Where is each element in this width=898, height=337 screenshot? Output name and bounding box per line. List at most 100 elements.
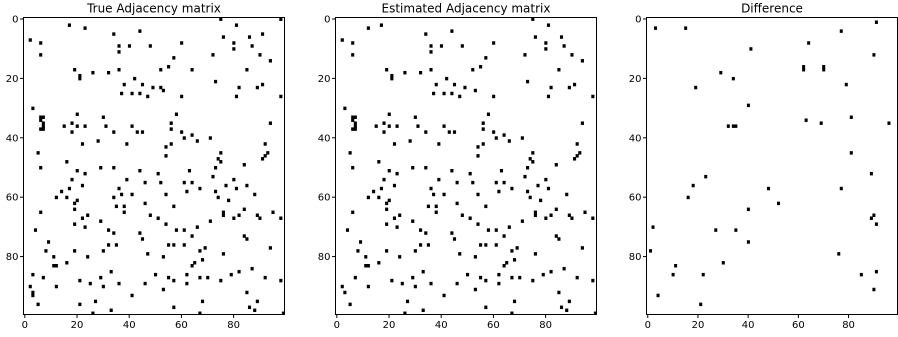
true-adjacency-cell: [214, 166, 218, 170]
true-adjacency-cell: [60, 189, 64, 194]
true-adjacency-cell: [268, 59, 272, 63]
difference-y-axis: 0 20 40 60 80: [629, 14, 647, 263]
estimated-adjacency-cell: [390, 76, 394, 81]
estimated-adjacency-cell: [481, 121, 485, 125]
estimated-adjacency-cell: [549, 213, 553, 217]
true-adjacency-cell: [33, 228, 38, 232]
estimated-adjacency-cell: [486, 112, 490, 117]
estimated-adjacency-cell: [343, 106, 347, 111]
estimated-adjacency-cell: [526, 189, 530, 194]
estimated-adjacency-cell: [432, 192, 436, 197]
true-adjacency-cell: [39, 41, 43, 45]
true-adjacency-cell: [133, 76, 137, 81]
true-adjacency-cell: [193, 261, 197, 265]
true-adjacency-cell: [138, 231, 142, 235]
true-adjacency-cell: [36, 151, 40, 155]
estimated-adjacency-cell: [419, 228, 423, 232]
estimated-adjacency-cell: [554, 234, 558, 238]
true-adjacency-cell: [206, 275, 210, 280]
estimated-adjacency-cell: [343, 290, 347, 295]
estimated-adjacency-y-tick-label: 0: [324, 14, 330, 25]
estimated-adjacency-cell: [392, 216, 397, 220]
estimated-adjacency-cell: [413, 115, 417, 119]
true-adjacency-cell: [245, 67, 249, 72]
true-adjacency-cell: [208, 136, 212, 140]
true-adjacency-cell: [65, 261, 69, 265]
difference-cell: [746, 240, 750, 244]
true-adjacency-cell: [31, 290, 35, 295]
true-adjacency-cell: [80, 216, 85, 220]
estimated-adjacency-cell: [502, 264, 506, 268]
true-adjacency-cell: [164, 222, 168, 226]
estimated-adjacency-cell: [549, 85, 553, 90]
difference-x-tick-label: 60: [792, 320, 805, 331]
estimated-adjacency-cell: [377, 195, 381, 200]
true-adjacency-cell: [221, 35, 225, 39]
true-adjacency-cell: [219, 17, 223, 21]
true-adjacency-cell: [54, 195, 58, 200]
estimated-adjacency-cell: [366, 284, 370, 289]
difference-cell: [694, 85, 698, 90]
estimated-adjacency-cell: [554, 207, 558, 212]
estimated-adjacency-cell: [583, 210, 587, 215]
true-adjacency-cell: [268, 246, 272, 250]
estimated-adjacency-cell: [505, 261, 509, 265]
true-adjacency-cell: [258, 53, 262, 57]
estimated-adjacency-cell: [546, 186, 551, 191]
true-adjacency-cell: [242, 234, 246, 238]
estimated-adjacency-cell: [575, 275, 579, 280]
estimated-adjacency-cell: [523, 53, 527, 57]
estimated-adjacency-cell: [593, 311, 597, 315]
estimated-adjacency-cell: [575, 142, 579, 146]
true-adjacency-cell: [221, 210, 225, 215]
estimated-adjacency-cell: [499, 168, 504, 173]
estimated-adjacency-cell: [434, 82, 438, 87]
true-adjacency-cell: [80, 183, 85, 188]
difference-cell: [872, 213, 876, 217]
true-adjacency-cell: [211, 53, 215, 57]
difference-cell: [837, 252, 841, 256]
estimated-adjacency-y-axis: 0 20 40 60 80: [318, 14, 336, 263]
true-adjacency-y-tick-label: 20: [6, 74, 19, 85]
true-adjacency-cell: [185, 272, 189, 277]
estimated-adjacency-cell: [520, 219, 524, 223]
true-adjacency-x-tick-label: 40: [123, 320, 136, 331]
true-adjacency-cell: [154, 272, 158, 277]
estimated-adjacency-cell: [591, 216, 595, 220]
true-adjacency-cell: [227, 198, 231, 203]
estimated-adjacency-cell: [426, 204, 430, 209]
true-adjacency-cell: [232, 47, 236, 51]
true-adjacency-cell: [169, 127, 173, 131]
estimated-adjacency-cell: [432, 91, 436, 96]
true-adjacency-cell: [73, 222, 77, 226]
estimated-adjacency-cell: [372, 189, 376, 194]
true-adjacency-cell: [75, 124, 79, 128]
true-adjacency-cell: [279, 278, 283, 283]
estimated-adjacency-cell: [447, 130, 451, 134]
true-adjacency-cell: [112, 166, 116, 170]
difference-cell: [691, 183, 695, 188]
estimated-adjacency-cell: [536, 183, 540, 188]
true-adjacency-cell: [234, 94, 239, 99]
estimated-adjacency-cell: [353, 115, 357, 119]
estimated-adjacency-cell: [476, 154, 480, 158]
true-adjacency-cell: [28, 38, 32, 42]
estimated-adjacency-cell: [450, 231, 454, 235]
estimated-adjacency-cell: [479, 275, 483, 280]
true-adjacency-cell: [266, 151, 270, 155]
estimated-adjacency-cells: [340, 17, 597, 315]
true-adjacency-cell: [75, 168, 79, 173]
estimated-adjacency-cell: [484, 204, 488, 209]
estimated-adjacency-cell: [377, 160, 381, 164]
difference-cell: [802, 67, 806, 72]
true-adjacency-cell: [80, 142, 85, 146]
difference-y-tick-label: 60: [629, 193, 642, 204]
estimated-adjacency-cell: [387, 198, 391, 203]
estimated-adjacency-cell: [403, 70, 407, 75]
true-adjacency-cell: [65, 160, 69, 164]
difference-cell: [872, 53, 876, 57]
true-adjacency-cell: [169, 121, 173, 125]
estimated-adjacency-cell: [424, 130, 428, 134]
estimated-adjacency-cell: [484, 278, 488, 283]
